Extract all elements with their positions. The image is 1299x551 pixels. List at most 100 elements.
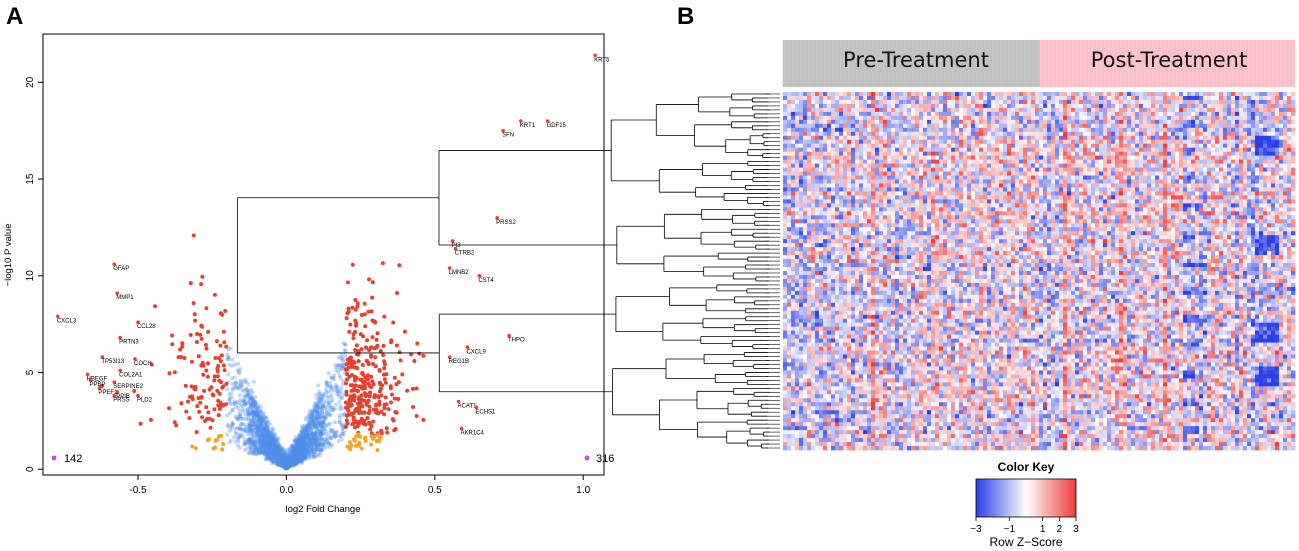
- background-point: [233, 439, 238, 444]
- heatmap-cell: [1043, 107, 1048, 113]
- significant-point: [345, 372, 350, 377]
- heatmap-cell: [1135, 103, 1140, 109]
- gene-label: SFN: [502, 133, 514, 139]
- background-point: [289, 451, 294, 456]
- background-point: [281, 464, 286, 469]
- significant-point: [191, 233, 196, 238]
- background-point: [242, 423, 247, 427]
- significant-point: [414, 386, 419, 391]
- heatmap-cell: [1195, 123, 1200, 129]
- significant-point: [193, 318, 197, 323]
- heatmap-cell: [1275, 127, 1280, 133]
- significant-point: [350, 359, 355, 364]
- heatmap-cell: [1011, 95, 1016, 101]
- significant-point: [394, 382, 399, 387]
- heatmap-cell: [1211, 92, 1216, 97]
- significant-point: [344, 418, 349, 423]
- background-point: [286, 457, 291, 462]
- background-point: [313, 442, 318, 447]
- significant-point: [356, 389, 360, 393]
- heatmap-cell: [963, 95, 968, 101]
- heatmap-cell: [1283, 111, 1288, 117]
- heatmap-cell: [999, 103, 1004, 109]
- heatmap-cell: [883, 115, 888, 121]
- significant-point: [356, 349, 361, 353]
- background-point: [333, 430, 338, 435]
- heatmap-cell: [1007, 107, 1012, 113]
- heatmap-cell: [1023, 95, 1028, 101]
- background-point: [237, 415, 242, 419]
- significant-point: [363, 386, 368, 391]
- heatmap-cell: [931, 111, 936, 117]
- heatmap-cell: [1291, 127, 1296, 133]
- significant-point: [167, 406, 172, 411]
- heatmap-cell: [1179, 107, 1184, 113]
- heatmap-cell: [851, 123, 856, 129]
- heatmap-cell: [927, 107, 932, 113]
- heatmap-cell: [1167, 107, 1172, 113]
- heatmap-cell: [1047, 115, 1052, 121]
- heatmap-cell: [1111, 107, 1116, 113]
- heatmap-cell: [1251, 92, 1256, 97]
- background-point: [295, 443, 300, 448]
- significant-point: [365, 338, 370, 343]
- heatmap-cell: [879, 119, 884, 125]
- significant-point: [188, 333, 193, 337]
- y-tick-label: 20: [25, 76, 36, 88]
- significant-point: [383, 395, 388, 400]
- heatmap-cell: [935, 107, 940, 113]
- heatmap-cell: [951, 127, 956, 133]
- heatmap-cell: [1003, 92, 1008, 97]
- heatmap-cell: [783, 119, 788, 125]
- background-point: [304, 437, 309, 442]
- heatmap-cell: [1039, 111, 1044, 117]
- heatmap-cell: [863, 95, 868, 101]
- background-point: [298, 438, 303, 443]
- heatmap-cell: [931, 119, 936, 125]
- heatmap-cell: [967, 99, 972, 105]
- heatmap-cell: [1207, 119, 1212, 125]
- significant-point: [367, 348, 372, 353]
- heatmap-cell: [1007, 115, 1012, 121]
- heatmap-cell: [1283, 115, 1288, 121]
- heatmap-cell: [911, 115, 916, 121]
- heatmap-cell: [903, 111, 908, 117]
- heatmap-cell: [983, 99, 988, 105]
- heatmap-cell: [867, 99, 872, 105]
- heatmap-cell: [1055, 99, 1060, 105]
- significant-point: [398, 358, 403, 363]
- heatmap-cell: [839, 131, 844, 137]
- heatmap-cell: [1075, 99, 1080, 105]
- heatmap-cell: [1147, 115, 1152, 121]
- significant-point: [180, 344, 185, 349]
- background-point: [329, 405, 334, 410]
- heatmap-cell: [1087, 103, 1092, 109]
- heatmap-cell: [831, 103, 836, 109]
- background-point: [321, 391, 326, 396]
- heatmap-cell: [967, 103, 972, 109]
- background-point: [230, 402, 235, 407]
- background-point: [310, 442, 315, 447]
- background-point: [332, 377, 337, 382]
- heatmap-cell: [1003, 119, 1008, 125]
- background-point: [228, 346, 233, 351]
- heatmap-cell: [1203, 92, 1208, 97]
- background-point: [274, 447, 279, 452]
- heatmap-cell: [1003, 115, 1008, 121]
- heatmap-cell: [843, 99, 848, 105]
- background-point: [273, 450, 278, 455]
- significant-point: [196, 354, 201, 359]
- heatmap-cell: [1151, 127, 1156, 133]
- background-point: [249, 396, 254, 401]
- heatmap-cell: [1259, 107, 1264, 113]
- heatmap-cell: [839, 127, 844, 133]
- heatmap-cell: [1187, 111, 1192, 117]
- heatmap-cell: [799, 103, 804, 109]
- heatmap-cell: [1255, 107, 1260, 113]
- background-point: [279, 456, 284, 461]
- significant-point: [395, 291, 399, 295]
- background-point: [292, 456, 297, 461]
- heatmap-cell: [1103, 103, 1108, 109]
- volcano-background-points: [225, 341, 348, 471]
- heatmap-cell: [823, 92, 828, 97]
